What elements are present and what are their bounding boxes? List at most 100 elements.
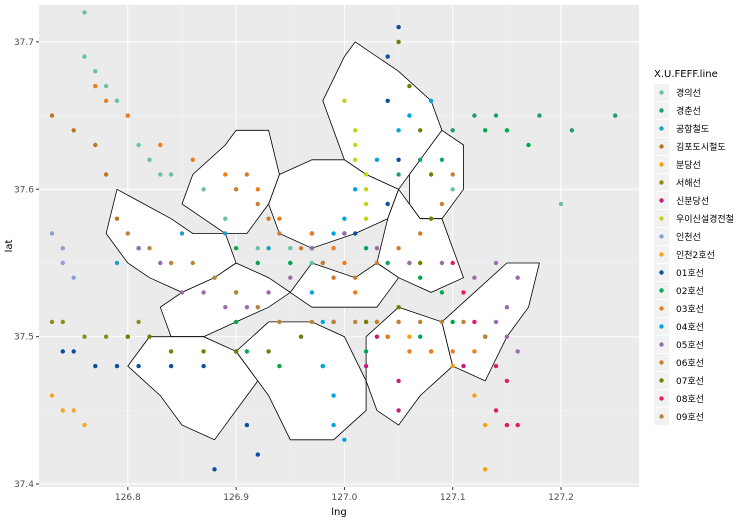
data-point: [93, 142, 98, 148]
legend-marker: [659, 144, 664, 149]
data-point: [60, 319, 65, 325]
legend-label: 서해선: [676, 178, 701, 189]
data-point: [407, 83, 412, 89]
data-point: [374, 157, 380, 162]
data-point: [396, 378, 401, 384]
data-point: [266, 246, 271, 251]
district-boundaries: [105, 41, 540, 441]
data-point: [439, 201, 445, 207]
data-point: [342, 216, 347, 221]
data-point: [472, 349, 477, 354]
data-point: [223, 305, 228, 310]
data-point: [233, 246, 239, 251]
data-point: [493, 113, 499, 118]
data-point: [277, 363, 282, 369]
legend-marker: [659, 216, 664, 221]
data-point: [353, 128, 358, 133]
legend-marker: [659, 378, 664, 383]
data-point: [136, 142, 141, 148]
data-point: [385, 54, 390, 59]
legend-label: 06호선: [676, 358, 704, 369]
y-tick-label: 37.4: [14, 480, 34, 490]
data-point: [103, 172, 109, 177]
data-point: [418, 157, 423, 162]
legend-label: 우이신설경전철: [676, 213, 734, 225]
data-point: [472, 275, 477, 280]
data-point: [71, 349, 76, 354]
legend-marker: [659, 324, 664, 329]
data-point: [374, 246, 380, 251]
y-tick-label: 37.7: [14, 38, 34, 48]
data-point: [504, 305, 510, 310]
data-point: [450, 319, 455, 325]
data-point: [103, 83, 109, 89]
legend-label: 01호선: [676, 268, 704, 279]
data-point: [60, 260, 65, 266]
data-point: [320, 319, 325, 325]
data-point: [396, 246, 401, 251]
data-point: [472, 113, 477, 118]
data-point: [190, 157, 195, 162]
data-point: [255, 260, 260, 266]
data-point: [418, 334, 423, 339]
data-point: [515, 422, 520, 428]
data-point: [233, 319, 239, 325]
data-point: [223, 216, 228, 221]
data-point: [60, 408, 65, 413]
data-point: [71, 128, 76, 133]
legend-label: 분당선: [676, 160, 701, 171]
district-polygon: [181, 129, 280, 234]
data-point: [82, 10, 87, 15]
data-point: [136, 363, 141, 369]
data-point: [309, 260, 315, 266]
data-point: [233, 187, 239, 192]
data-point: [114, 363, 120, 369]
data-point: [201, 349, 206, 354]
data-point: [288, 246, 293, 251]
data-point: [428, 216, 434, 221]
data-point: [168, 363, 174, 369]
legend-marker: [659, 180, 664, 185]
data-point: [418, 275, 423, 280]
data-point: [504, 378, 510, 384]
data-point: [309, 231, 315, 236]
data-point: [277, 319, 282, 325]
data-point: [298, 334, 304, 339]
data-points: [49, 10, 618, 472]
data-point: [363, 201, 369, 207]
data-point: [407, 113, 412, 118]
x-tick-label: 127.1: [440, 493, 466, 503]
data-point: [49, 231, 55, 236]
data-point: [190, 260, 195, 266]
data-point: [136, 319, 141, 325]
data-point: [244, 422, 250, 428]
data-point: [439, 260, 445, 266]
legend-label: 07호선: [676, 376, 704, 387]
data-point: [277, 231, 282, 236]
data-point: [461, 319, 466, 325]
data-point: [179, 231, 185, 236]
data-point: [385, 260, 390, 266]
data-point: [353, 275, 358, 280]
data-point: [428, 98, 434, 104]
data-point: [71, 408, 76, 413]
data-point: [374, 319, 380, 325]
data-point: [353, 319, 358, 325]
data-point: [396, 408, 401, 413]
data-point: [526, 142, 531, 148]
data-point: [396, 24, 401, 30]
data-point: [93, 363, 98, 369]
legend-marker: [659, 288, 664, 293]
data-point: [255, 305, 260, 310]
data-point: [342, 98, 347, 104]
data-point: [266, 290, 271, 295]
data-point: [233, 290, 239, 295]
data-point: [331, 422, 336, 428]
legend-marker: [659, 360, 664, 365]
data-point: [158, 142, 163, 148]
data-point: [255, 246, 260, 251]
data-point: [103, 98, 109, 104]
legend-marker: [659, 270, 664, 275]
data-point: [353, 157, 358, 162]
data-point: [396, 128, 401, 133]
